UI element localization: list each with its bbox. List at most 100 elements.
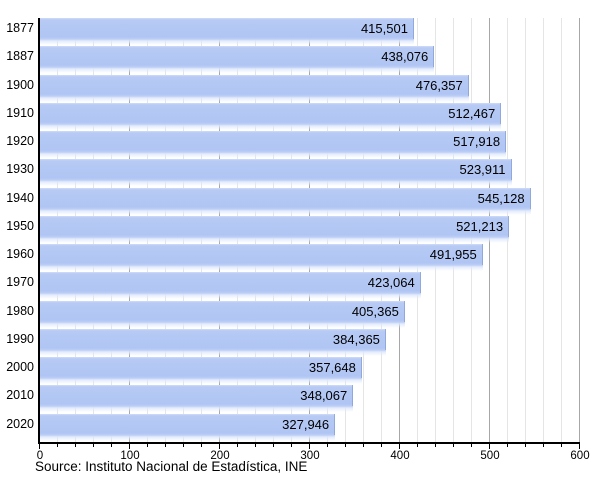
bar-1920: 517,918 bbox=[40, 131, 507, 160]
bar-value-label: 476,357 bbox=[415, 77, 463, 93]
bar-row: 512,467 bbox=[40, 102, 580, 132]
y-axis-label-2000: 2000 bbox=[6, 360, 34, 375]
x-minor-tick bbox=[111, 444, 112, 447]
y-axis-label-1970: 1970 bbox=[6, 275, 34, 290]
x-minor-tick bbox=[237, 444, 238, 447]
bar-1960: 491,955 bbox=[40, 244, 483, 273]
major-gridline bbox=[579, 18, 580, 442]
x-major-tick bbox=[39, 444, 40, 449]
bar-row: 357,648 bbox=[40, 357, 580, 386]
x-minor-tick bbox=[147, 444, 148, 447]
bar-row: 405,365 bbox=[40, 300, 580, 329]
y-axis-label-2010: 2010 bbox=[6, 388, 34, 403]
x-axis-label-0: 0 bbox=[36, 450, 44, 462]
bar-1980: 405,365 bbox=[40, 300, 405, 329]
bar-2020: 327,946 bbox=[40, 413, 336, 442]
bar-value-label: 491,955 bbox=[429, 247, 477, 263]
x-minor-tick bbox=[453, 444, 454, 447]
bar-2000: 357,648 bbox=[40, 357, 362, 386]
plot-area: 415,501 438,076 476,357 512,467 517,918 523,9… bbox=[38, 18, 580, 444]
x-minor-tick bbox=[345, 444, 346, 447]
bar-value-label: 438,076 bbox=[381, 49, 429, 65]
x-minor-tick bbox=[525, 444, 526, 447]
x-axis-label-500: 500 bbox=[480, 450, 500, 462]
y-axis-label-1877: 1877 bbox=[6, 21, 34, 35]
bar-row: 327,946 bbox=[40, 413, 580, 442]
x-axis-label-200: 200 bbox=[210, 450, 230, 462]
y-axis-label-1950: 1950 bbox=[6, 218, 34, 233]
y-axis-label-1990: 1990 bbox=[6, 331, 34, 346]
x-major-tick bbox=[489, 444, 490, 449]
bar-value-label: 523,911 bbox=[459, 162, 506, 178]
x-minor-tick bbox=[75, 444, 76, 447]
bar-value-label: 357,648 bbox=[308, 360, 356, 376]
bar-value-label: 512,467 bbox=[448, 105, 496, 121]
bar-value-label: 348,067 bbox=[300, 388, 348, 404]
x-minor-tick bbox=[507, 444, 508, 447]
bar-1950: 521,213 bbox=[40, 215, 510, 245]
y-axis-label-1920: 1920 bbox=[6, 134, 34, 149]
x-minor-tick bbox=[381, 444, 382, 447]
bar-1940: 545,128 bbox=[40, 187, 531, 216]
x-minor-tick bbox=[543, 444, 544, 447]
bar-1930: 523,911 bbox=[40, 159, 512, 188]
x-axis-label-600: 600 bbox=[570, 450, 590, 462]
bar-row: 384,365 bbox=[40, 328, 580, 358]
x-minor-tick bbox=[327, 444, 328, 447]
x-axis-label-400: 400 bbox=[390, 450, 410, 462]
y-axis-label-1900: 1900 bbox=[6, 77, 34, 92]
bar-value-label: 415,501 bbox=[360, 21, 408, 36]
bar-value-label: 384,365 bbox=[332, 331, 380, 347]
bar-row: 491,955 bbox=[40, 244, 580, 273]
x-minor-tick bbox=[561, 444, 562, 447]
bar-value-label: 405,365 bbox=[351, 303, 399, 319]
y-axis-label-1887: 1887 bbox=[6, 49, 34, 64]
bar-row: 415,501 bbox=[40, 18, 580, 47]
x-minor-tick bbox=[273, 444, 274, 447]
y-axis-label-1910: 1910 bbox=[6, 105, 34, 120]
minor-gridline bbox=[561, 18, 562, 442]
y-axis-label-2020: 2020 bbox=[6, 416, 34, 431]
source-note: Source: Instituto Nacional de Estadístic… bbox=[35, 459, 308, 474]
x-major-tick bbox=[579, 444, 580, 449]
bar-row: 438,076 bbox=[40, 46, 580, 75]
x-minor-tick bbox=[57, 444, 58, 447]
x-minor-tick bbox=[183, 444, 184, 447]
x-major-tick bbox=[399, 444, 400, 449]
bar-value-label: 423,064 bbox=[367, 275, 415, 291]
bar-1910: 512,467 bbox=[40, 102, 502, 132]
bar-row: 523,911 bbox=[40, 159, 580, 188]
x-axis-label-300: 300 bbox=[300, 450, 320, 462]
bar-1970: 423,064 bbox=[40, 272, 421, 301]
bar-value-label: 545,128 bbox=[477, 190, 525, 206]
bar-row: 545,128 bbox=[40, 187, 580, 216]
bar-1887: 438,076 bbox=[40, 46, 435, 75]
x-minor-tick bbox=[255, 444, 256, 447]
x-major-tick bbox=[219, 444, 220, 449]
y-axis-label-1980: 1980 bbox=[6, 303, 34, 318]
bar-1900: 476,357 bbox=[40, 74, 469, 103]
bar-row: 423,064 bbox=[40, 272, 580, 301]
bar-row: 521,213 bbox=[40, 215, 580, 245]
bar-value-label: 517,918 bbox=[453, 134, 501, 150]
x-minor-tick bbox=[435, 444, 436, 447]
x-minor-tick bbox=[291, 444, 292, 447]
x-minor-tick bbox=[363, 444, 364, 447]
bar-value-label: 327,946 bbox=[282, 416, 330, 432]
x-major-tick bbox=[129, 444, 130, 449]
minor-gridline bbox=[525, 18, 526, 442]
x-minor-tick bbox=[201, 444, 202, 447]
bar-row: 348,067 bbox=[40, 385, 580, 414]
x-minor-tick bbox=[471, 444, 472, 447]
bar-value-label: 521,213 bbox=[456, 218, 504, 234]
minor-gridline bbox=[543, 18, 544, 442]
x-axis-label-100: 100 bbox=[120, 450, 140, 462]
x-minor-tick bbox=[417, 444, 418, 447]
bar-row: 517,918 bbox=[40, 131, 580, 160]
bar-2010: 348,067 bbox=[40, 385, 354, 414]
x-minor-tick bbox=[165, 444, 166, 447]
bar-1877: 415,501 bbox=[40, 18, 414, 47]
bar-row: 476,357 bbox=[40, 74, 580, 103]
bar-1990: 384,365 bbox=[40, 328, 386, 358]
